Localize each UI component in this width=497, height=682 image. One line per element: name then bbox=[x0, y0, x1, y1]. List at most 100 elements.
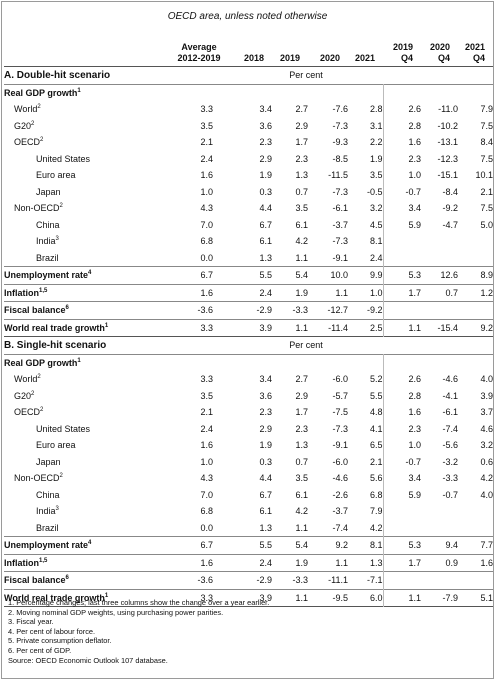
table-cell: 1.3 bbox=[369, 557, 383, 568]
table-cell: 1.2 bbox=[480, 287, 493, 298]
table-cell: -7.3 bbox=[332, 423, 348, 434]
table-cell: 7.5 bbox=[480, 120, 493, 131]
table-cell: 6.8 bbox=[200, 506, 213, 517]
table-row: Non-OECD2 4.3 4.4 3.5 -4.6 5.6 3.4 -3.3 4.2 bbox=[4, 470, 493, 487]
table-cell: -11.0 bbox=[438, 104, 458, 115]
table-cell: 4.4 bbox=[259, 203, 272, 214]
table-cell: 2.8 bbox=[369, 104, 383, 115]
table-cell bbox=[229, 354, 272, 371]
table-cell: -12.7 bbox=[327, 305, 348, 316]
table-cell: 5.5 bbox=[259, 270, 272, 281]
table-row: World2 3.3 3.4 2.7 -6.0 5.2 2.6 -4.6 4.0 bbox=[4, 371, 493, 388]
table-cell: 5.9 bbox=[382, 486, 421, 503]
footnote-ref: 4 bbox=[88, 270, 92, 277]
table-cell: 1.9 bbox=[369, 153, 383, 164]
footnote-ref: 3 bbox=[55, 506, 59, 513]
footnote-ref: 2 bbox=[40, 137, 44, 144]
footnote-line: 5. Private consumption deflator. bbox=[8, 636, 112, 646]
footnote-ref: 1 bbox=[77, 357, 81, 364]
table-cell: -7.3 bbox=[332, 186, 348, 197]
table-cell: -0.7 bbox=[382, 183, 421, 200]
table-cell: 2.7 bbox=[295, 374, 308, 385]
table-cell: 1.9 bbox=[259, 170, 272, 181]
table-cell: 1.9 bbox=[295, 557, 308, 568]
table-cell bbox=[421, 84, 458, 101]
section-title: B. Single-hit scenario bbox=[4, 336, 169, 354]
row-label: United States bbox=[36, 153, 91, 164]
table-cell: 2.4 bbox=[369, 252, 383, 263]
table-cell: 6.5 bbox=[369, 440, 383, 451]
table-cell bbox=[229, 84, 272, 101]
table-row: Brazil 0.0 1.3 1.1 -7.4 4.2 bbox=[4, 519, 493, 537]
col-2019: 2019 bbox=[279, 53, 300, 63]
table-cell: -3.3 bbox=[292, 575, 308, 586]
table-cell bbox=[169, 84, 229, 101]
table-cell: 7.0 bbox=[200, 219, 213, 230]
table-cell: 1.7 bbox=[382, 284, 421, 302]
row-label: China bbox=[36, 219, 60, 230]
table-cell: 2.3 bbox=[295, 423, 308, 434]
table-cell: 3.3 bbox=[200, 592, 213, 603]
table-cell: -7.6 bbox=[332, 104, 348, 115]
row-label: G202 bbox=[14, 390, 35, 401]
table-cell: 2.1 bbox=[369, 456, 383, 467]
row-label: World real trade growth1 bbox=[4, 322, 109, 333]
row-label: China bbox=[36, 489, 60, 500]
table-cell: 1.7 bbox=[382, 554, 421, 572]
footnote-line: 2. Moving nominal GDP weights, using pur… bbox=[8, 607, 224, 617]
table-cell: 2.3 bbox=[259, 407, 272, 418]
table-cell bbox=[458, 354, 493, 371]
section-title: A. Double-hit scenario bbox=[4, 66, 169, 84]
table-cell: -9.3 bbox=[332, 137, 348, 148]
row-label: Brazil bbox=[36, 522, 59, 533]
table-cell: 1.0 bbox=[200, 186, 213, 197]
table-row: Real GDP growth1 bbox=[4, 354, 493, 371]
table-cell bbox=[421, 354, 458, 371]
table-cell: 6.7 bbox=[200, 540, 213, 551]
table-cell: 5.5 bbox=[259, 540, 272, 551]
table-cell: 1.6 bbox=[480, 557, 493, 568]
row-label: World real trade growth1 bbox=[4, 592, 109, 603]
table-cell: -9.5 bbox=[332, 592, 348, 603]
row-label: OECD2 bbox=[14, 137, 44, 148]
table-cell: 12.6 bbox=[440, 270, 458, 281]
table-cell: -3.6 bbox=[197, 305, 213, 316]
column-header-row: Average 2012-2019 2018 2019 2020 2021 201… bbox=[4, 32, 493, 67]
table-cell: 6.8 bbox=[200, 236, 213, 247]
table-cell: 2.8 bbox=[382, 117, 421, 134]
table-cell: 1.6 bbox=[200, 170, 213, 181]
footnote-ref: 1 bbox=[77, 87, 81, 94]
table-cell: 0.3 bbox=[259, 456, 272, 467]
footnote-ref: 4 bbox=[88, 540, 92, 547]
table-cell: -13.1 bbox=[437, 137, 458, 148]
footnote-ref: 1,5 bbox=[39, 287, 48, 294]
table-row: Non-OECD2 4.3 4.4 3.5 -6.1 3.2 3.4 -9.2 7.5 bbox=[4, 200, 493, 217]
table-cell: 1.1 bbox=[295, 522, 308, 533]
table-cell: 4.2 bbox=[369, 522, 383, 533]
table-cell: -7.9 bbox=[442, 592, 458, 603]
table-cell: -0.7 bbox=[442, 489, 458, 500]
table-cell: 2.1 bbox=[480, 186, 493, 197]
table-cell: -15.4 bbox=[437, 322, 458, 333]
table-cell: 10.0 bbox=[330, 270, 348, 281]
table-cell: 6.7 bbox=[259, 219, 272, 230]
table-cell: 1.1 bbox=[335, 287, 348, 298]
table-cell: 4.6 bbox=[480, 423, 493, 434]
table-row: G202 3.5 3.6 2.9 -5.7 5.5 2.8 -4.1 3.9 bbox=[4, 387, 493, 404]
table-cell: 8.1 bbox=[369, 540, 383, 551]
table-cell: 4.2 bbox=[480, 473, 493, 484]
table-row: Euro area 1.6 1.9 1.3 -9.1 6.5 1.0 -5.6 3.2 bbox=[4, 437, 493, 454]
table-cell: 3.9 bbox=[259, 322, 272, 333]
row-label: Japan bbox=[36, 456, 61, 467]
table-cell: -11.4 bbox=[328, 322, 348, 333]
table-cell bbox=[382, 301, 421, 319]
row-label: OECD2 bbox=[14, 407, 44, 418]
table-cell: 2.8 bbox=[382, 387, 421, 404]
table-cell bbox=[272, 354, 308, 371]
table-cell: 3.4 bbox=[382, 200, 421, 217]
col-2021-q4: 2021 Q4 bbox=[464, 42, 485, 63]
row-label: Inflation1,5 bbox=[4, 287, 48, 298]
table-cell: 2.1 bbox=[200, 407, 213, 418]
table-cell bbox=[458, 503, 493, 520]
